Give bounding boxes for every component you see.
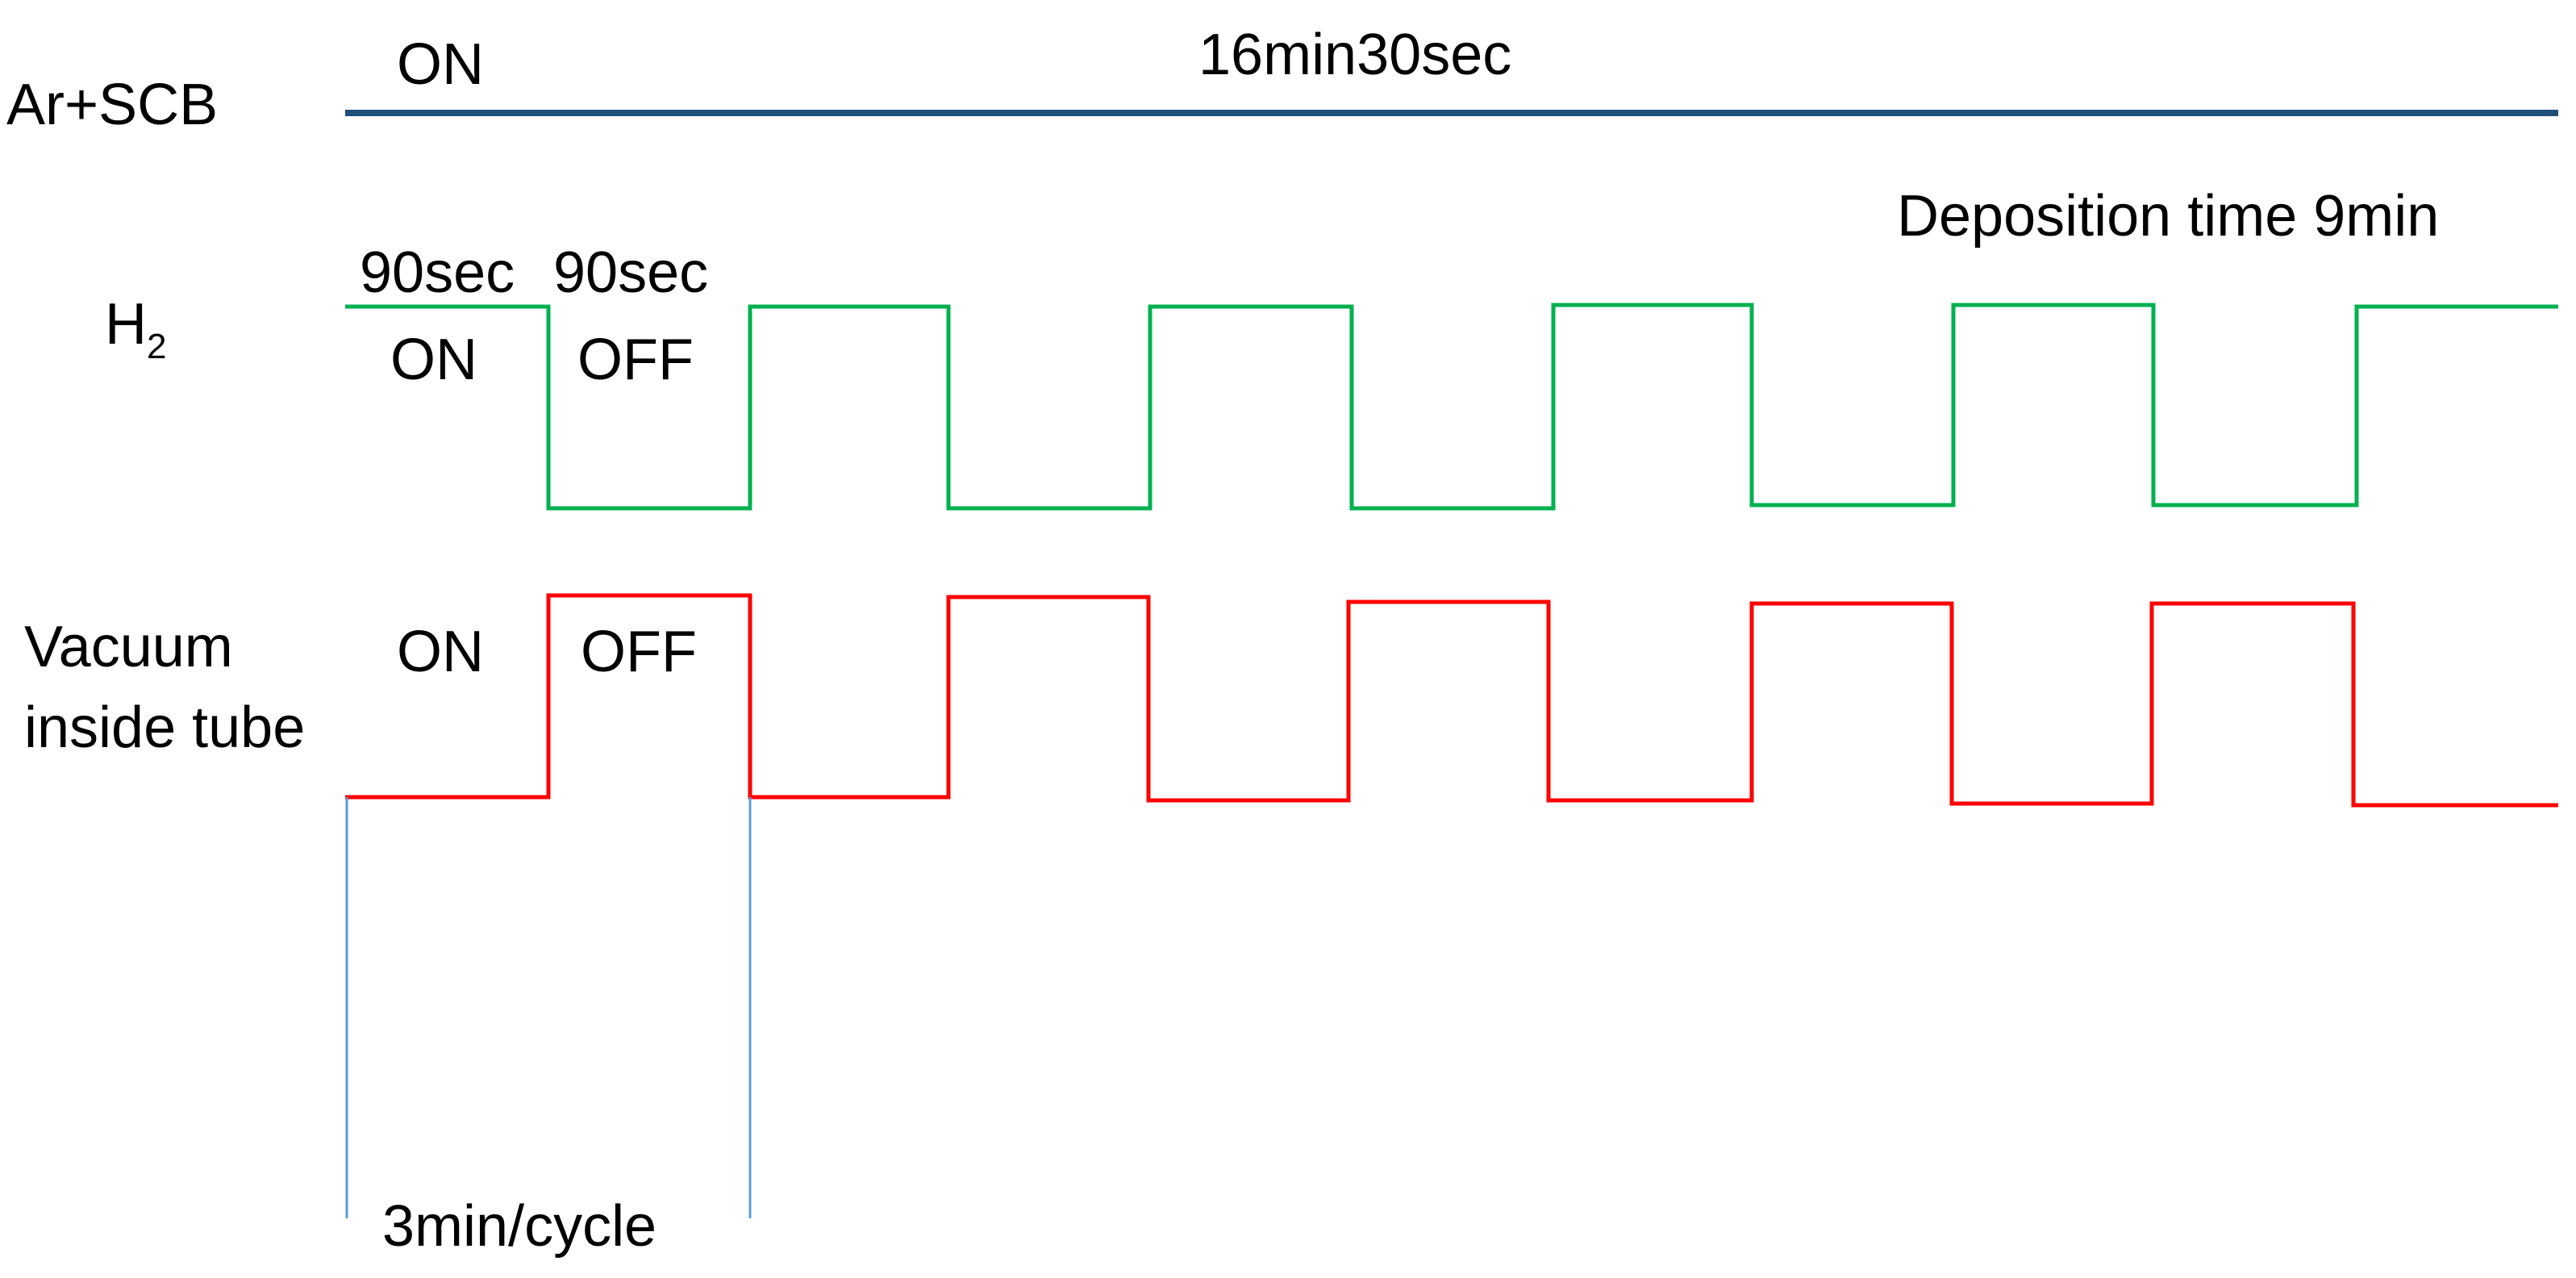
cycle-duration-label: 3min/cycle: [382, 1194, 657, 1259]
vacuum-on-label: ON: [397, 620, 484, 684]
h2-deposition-time-label: Deposition time 9min: [1897, 184, 2440, 248]
h2-on-label: ON: [390, 328, 477, 392]
ar-scb-on-label: ON: [397, 32, 484, 97]
h2-off-duration-label: 90sec: [553, 240, 709, 305]
h2-off-label: OFF: [577, 328, 694, 392]
vacuum-label-line1: Vacuum: [24, 615, 233, 679]
h2-label-base: H: [105, 292, 147, 357]
ar-scb-label: Ar+SCB: [6, 73, 219, 137]
h2-label: H2: [105, 295, 166, 365]
h2-label-subscript: 2: [147, 327, 167, 366]
vacuum-off-label: OFF: [581, 620, 697, 684]
h2-signal-wave: [345, 303, 2558, 511]
vacuum-signal-wave: [345, 593, 2558, 808]
vacuum-label-line2: inside tube: [24, 695, 306, 760]
h2-on-duration-label: 90sec: [360, 240, 515, 305]
ar-scb-duration-label: 16min30sec: [1198, 23, 1512, 87]
